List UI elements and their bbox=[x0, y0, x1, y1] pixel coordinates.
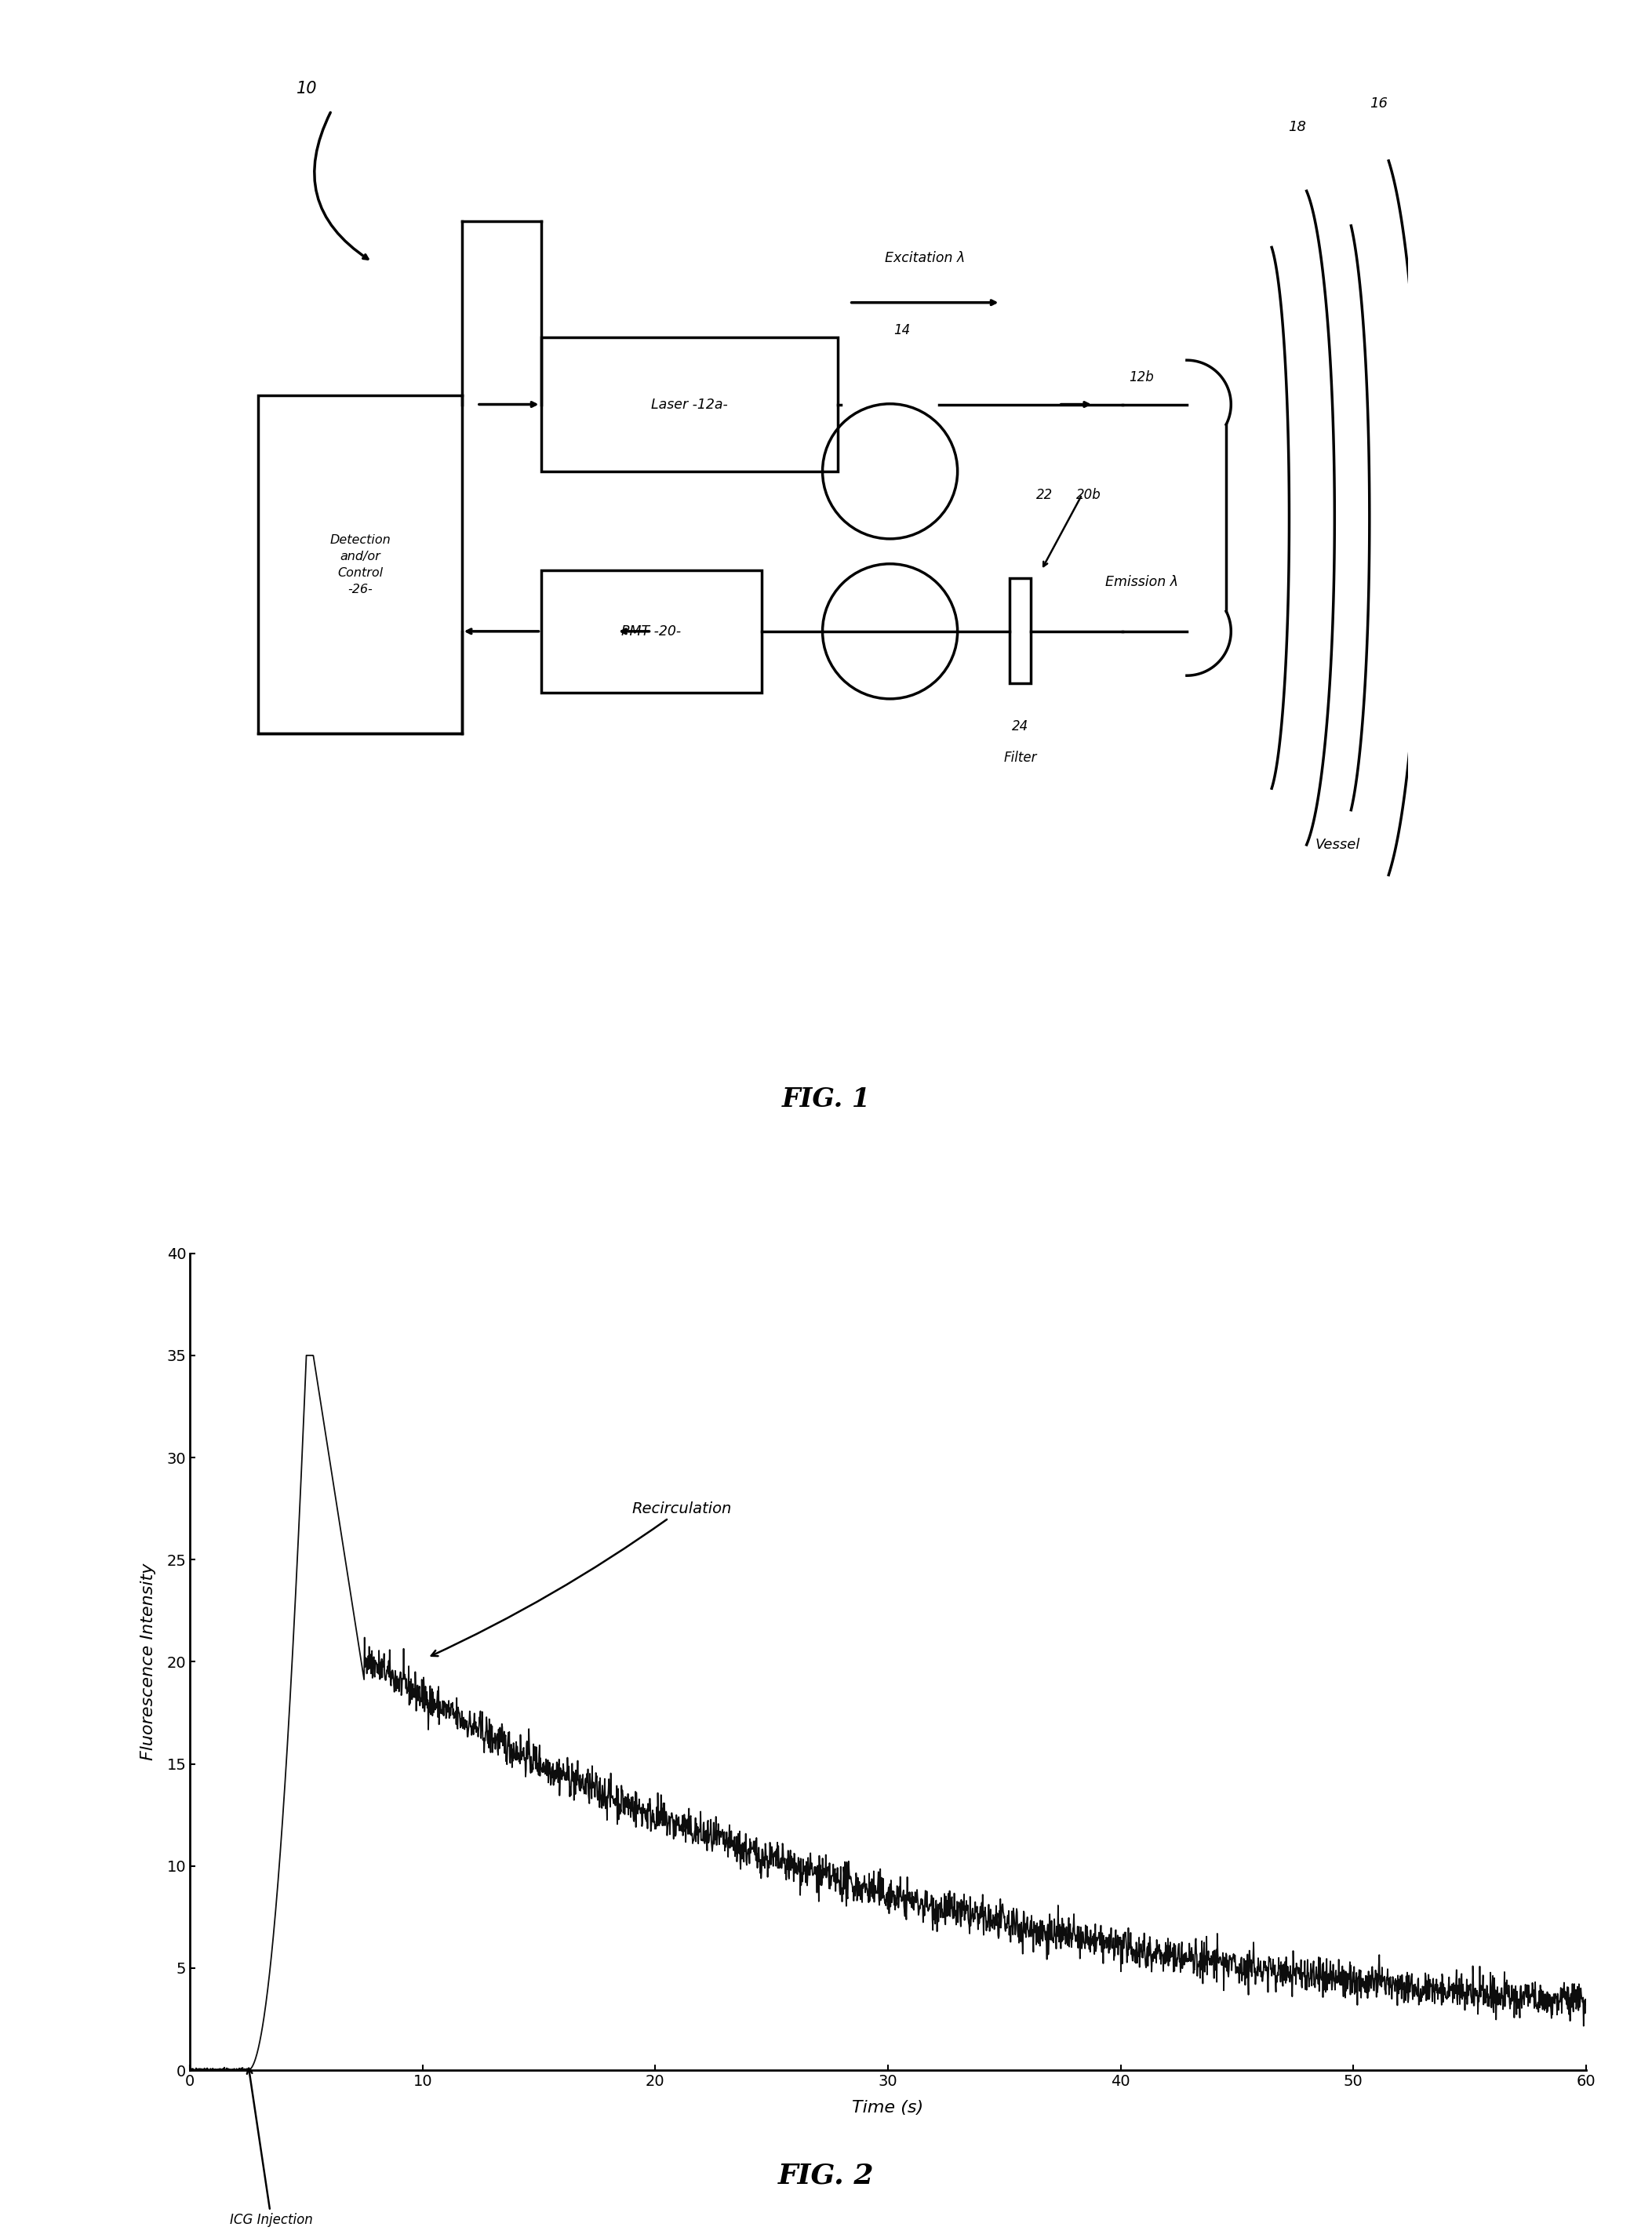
Text: Emission λ: Emission λ bbox=[1105, 575, 1178, 589]
Text: 12b: 12b bbox=[1128, 369, 1153, 385]
Y-axis label: Fluorescence Intensity: Fluorescence Intensity bbox=[140, 1562, 155, 1761]
Text: 24: 24 bbox=[1013, 718, 1029, 734]
Text: Excitation λ: Excitation λ bbox=[885, 251, 965, 266]
Text: FIG. 2: FIG. 2 bbox=[778, 2162, 874, 2189]
Text: Laser -12a-: Laser -12a- bbox=[651, 398, 727, 412]
FancyBboxPatch shape bbox=[1009, 577, 1031, 683]
Text: 18: 18 bbox=[1289, 119, 1307, 134]
Text: 20b: 20b bbox=[1075, 488, 1102, 501]
Text: 10: 10 bbox=[296, 81, 317, 96]
Text: 14: 14 bbox=[894, 325, 910, 338]
Text: Filter: Filter bbox=[1004, 750, 1037, 765]
Text: Recirculation: Recirculation bbox=[431, 1502, 732, 1656]
Text: 22: 22 bbox=[1036, 488, 1052, 501]
Text: FIG. 1: FIG. 1 bbox=[781, 1088, 871, 1112]
Text: Vessel: Vessel bbox=[1315, 837, 1361, 853]
Text: ICG Injection: ICG Injection bbox=[230, 2068, 312, 2227]
FancyBboxPatch shape bbox=[258, 396, 463, 734]
FancyBboxPatch shape bbox=[540, 571, 762, 692]
Text: 16: 16 bbox=[1370, 96, 1388, 110]
FancyBboxPatch shape bbox=[540, 338, 838, 472]
X-axis label: Time (s): Time (s) bbox=[852, 2099, 923, 2115]
Text: Detection
and/or
Control
-26-: Detection and/or Control -26- bbox=[330, 535, 392, 595]
Text: PMT -20-: PMT -20- bbox=[621, 624, 681, 638]
